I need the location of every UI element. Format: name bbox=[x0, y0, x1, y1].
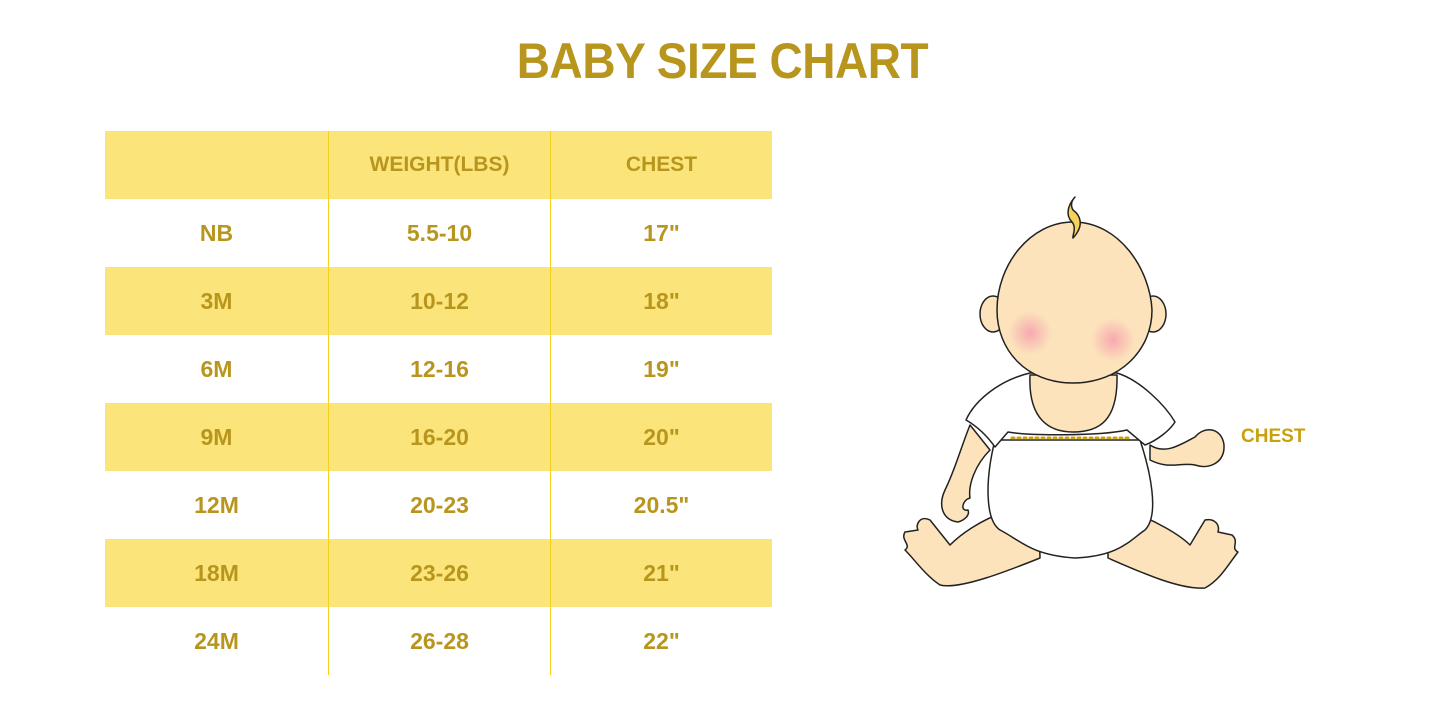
table-row: NB 5.5-10 17" bbox=[105, 199, 772, 267]
size-cell: 18M bbox=[194, 559, 239, 586]
size-cell: 12M bbox=[194, 491, 239, 518]
chest-label: CHEST bbox=[1241, 426, 1306, 447]
body bbox=[987, 439, 1154, 559]
weight-cell: 20-23 bbox=[328, 471, 550, 539]
table-row: 6M 12-16 19" bbox=[105, 335, 772, 403]
table-row: 12M 20-23 20.5" bbox=[105, 471, 772, 539]
weight-cell: 5.5-10 bbox=[328, 199, 550, 267]
left-cheek bbox=[1008, 311, 1052, 355]
left-arm bbox=[941, 424, 991, 523]
weight-cell: 23-26 bbox=[328, 539, 550, 607]
size-cell: 24M bbox=[194, 627, 239, 654]
header-weight: WEIGHT(LBS) bbox=[328, 131, 550, 199]
size-cell: 6M bbox=[200, 355, 233, 382]
size-cell: 9M bbox=[200, 423, 233, 450]
right-cheek bbox=[1091, 318, 1135, 362]
weight-cell: 12-16 bbox=[328, 335, 550, 403]
chest-cell: 19" bbox=[550, 335, 772, 403]
chest-cell: 21" bbox=[550, 539, 772, 607]
size-cell: NB bbox=[199, 219, 234, 246]
header-chest: CHEST bbox=[550, 131, 772, 199]
head bbox=[996, 221, 1153, 384]
weight-cell: 26-28 bbox=[328, 607, 550, 675]
table-row: 9M 16-20 20" bbox=[105, 403, 772, 471]
right-arm bbox=[1149, 429, 1225, 468]
size-cell: 3M bbox=[200, 287, 233, 314]
size-table: WEIGHT(LBS) CHEST NB 5.5-10 17" 3M 10-12 18" 6… bbox=[105, 131, 772, 675]
hair-tuft bbox=[1067, 196, 1081, 239]
chest-cell: 17" bbox=[550, 199, 772, 267]
chest-cell: 20" bbox=[550, 403, 772, 471]
neck bbox=[1029, 374, 1118, 433]
table-row: 18M 23-26 21" bbox=[105, 539, 772, 607]
table-row: 3M 10-12 18" bbox=[105, 267, 772, 335]
weight-cell: 16-20 bbox=[328, 403, 550, 471]
page-title: BABY SIZE CHART bbox=[516, 33, 929, 89]
chest-cell: 20.5" bbox=[550, 471, 772, 539]
table-row: 24M 26-28 22" bbox=[105, 607, 772, 675]
chest-cell: 18" bbox=[550, 267, 772, 335]
table-header-row: WEIGHT(LBS) CHEST bbox=[105, 131, 772, 199]
weight-cell: 10-12 bbox=[328, 267, 550, 335]
chest-cell: 22" bbox=[550, 607, 772, 675]
